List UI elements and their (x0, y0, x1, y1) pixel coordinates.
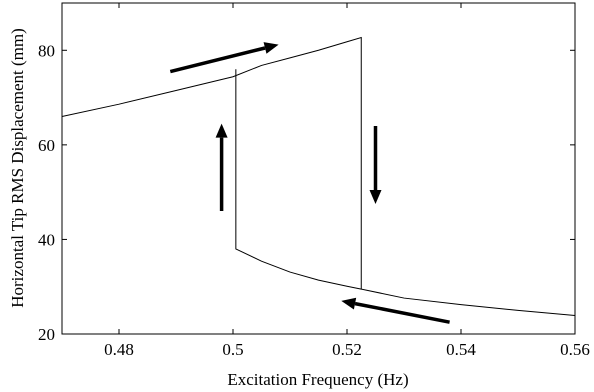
plot-frame (61, 2, 576, 335)
arrow-shaft (354, 301, 450, 324)
arrow-head (369, 189, 382, 204)
arrow-layer (169, 42, 450, 324)
arrow-down (369, 125, 382, 204)
y-axis-label: Horizontal Tip RMS Displacement (mm) (8, 28, 27, 308)
series-line-1 (61, 36, 576, 317)
y-tick-label: 60 (38, 136, 55, 155)
series-line-2 (235, 69, 362, 290)
x-tick-label: 0.56 (560, 340, 590, 359)
arrow-shaft (169, 46, 266, 74)
x-axis-label: Excitation Frequency (Hz) (227, 370, 408, 389)
arrow-up (215, 123, 228, 212)
arrow-left (341, 297, 450, 324)
y-tick-label: 20 (38, 325, 55, 344)
arrow-head (263, 42, 279, 54)
series-layer (61, 36, 576, 317)
x-tick-label: 0.52 (332, 340, 362, 359)
arrow-head (341, 297, 357, 310)
x-tick-label: 0.48 (104, 340, 134, 359)
arrow-up-right (169, 42, 279, 74)
y-tick-label: 40 (38, 230, 55, 249)
y-tick-label: 80 (38, 41, 55, 60)
arrow-head (215, 123, 228, 138)
x-tick-label: 0.5 (222, 340, 243, 359)
tick-layer: 0.48 0.5 0.52 0.54 0.56 20 40 60 80 (38, 3, 590, 359)
x-tick-label: 0.54 (446, 340, 476, 359)
plot-background (62, 3, 575, 334)
